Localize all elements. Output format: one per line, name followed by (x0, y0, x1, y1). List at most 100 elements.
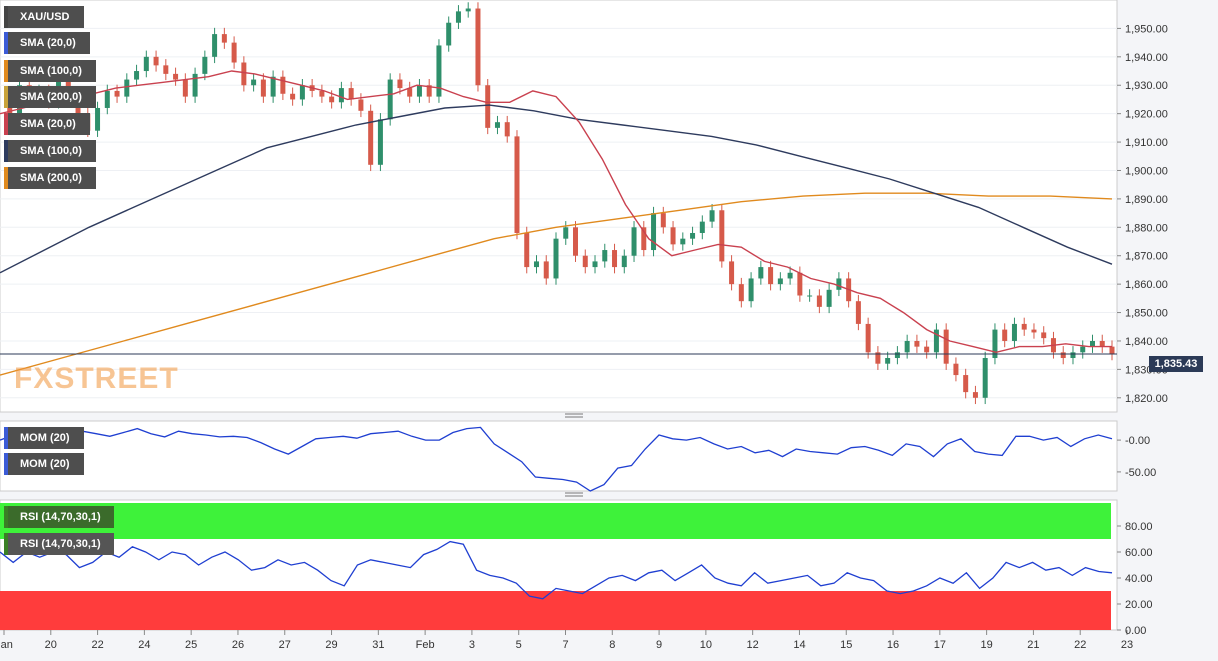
main-y-tick-label: 1,840.00 (1125, 336, 1168, 348)
candle-body (943, 329, 949, 364)
candle-body (358, 99, 364, 111)
legend-sma200-b[interactable]: SMA (200,0) (4, 167, 96, 189)
x-tick-label: 29 (325, 639, 337, 651)
candle-body (104, 90, 110, 108)
candle-body (202, 56, 208, 74)
candle-body (455, 11, 461, 23)
legend-mom-b[interactable]: MOM (20) (4, 453, 84, 475)
main-y-tick-label: 1,920.00 (1125, 109, 1168, 121)
candle-body (631, 227, 637, 256)
candle-body (816, 295, 822, 307)
candle-body (270, 76, 276, 97)
candle-body (992, 329, 998, 359)
legend-rsi-b[interactable]: RSI (14,70,30,1) (4, 533, 114, 555)
candle-body (426, 85, 432, 97)
x-tick-label: 17 (934, 639, 946, 651)
candle-body (680, 238, 686, 245)
candle-body (1011, 323, 1017, 341)
candle-body (807, 295, 813, 297)
x-tick-label: 24 (138, 639, 150, 651)
candle-body (719, 210, 725, 262)
x-tick-label: 23 (1121, 639, 1133, 651)
candle-body (124, 79, 130, 97)
candle-body (1060, 352, 1066, 359)
rsi-line (0, 540, 1113, 600)
legend-sma100-b[interactable]: SMA (100,0) (4, 140, 96, 162)
x-tick-label: 12 (747, 639, 759, 651)
candle-body (543, 261, 549, 279)
candle-body (904, 340, 910, 353)
candle-body (758, 267, 764, 279)
candle-body (221, 34, 227, 43)
candle-body (914, 340, 920, 347)
candle-body (241, 62, 247, 86)
candle-body (972, 392, 978, 398)
candle-body (729, 261, 735, 285)
candle-body (641, 227, 647, 251)
candle-body (260, 79, 266, 97)
candle-body (1099, 340, 1105, 347)
candle-body (1070, 352, 1076, 359)
main-y-tick-label: 1,820.00 (1125, 393, 1168, 405)
rsi-oversold-zone (0, 591, 1111, 630)
x-tick-label: Feb (416, 639, 435, 651)
candle-body (953, 363, 959, 376)
legend-rsi-a[interactable]: RSI (14,70,30,1) (4, 506, 114, 528)
candle-body (865, 323, 871, 353)
candle-body (602, 250, 608, 262)
x-tick-label: 7 (562, 639, 568, 651)
candle-body (612, 250, 618, 268)
x-tick-label: Jan (0, 639, 13, 651)
rsi-y-tick-label: 60.00 (1125, 547, 1153, 559)
candle-body (134, 71, 140, 80)
candle-body (563, 227, 569, 239)
legend-sma20-b[interactable]: SMA (20,0) (4, 113, 90, 135)
candle-body (826, 289, 832, 307)
candle-body (407, 88, 413, 97)
candle-body (143, 56, 149, 72)
candle-body (348, 88, 354, 100)
candle-body (280, 76, 286, 94)
legend-mom-a[interactable]: MOM (20) (4, 427, 84, 449)
candle-body (95, 107, 101, 131)
legend-sma20-a[interactable]: SMA (20,0) (4, 32, 90, 54)
candle-body (416, 85, 422, 97)
legend-sma100-a[interactable]: SMA (100,0) (4, 60, 96, 82)
main-y-tick-label: 1,890.00 (1125, 194, 1168, 206)
candle-body (290, 93, 296, 100)
candle-body (553, 238, 559, 279)
candle-body (1041, 332, 1047, 339)
rsi-overbought-zone (0, 503, 1111, 539)
main-y-tick-label: 1,860.00 (1125, 279, 1168, 291)
mom-y-tick-label: -50.00 (1125, 467, 1156, 479)
main-y-tick-label: 1,880.00 (1125, 222, 1168, 234)
main-y-tick-label: 1,940.00 (1125, 52, 1168, 64)
candle-body (875, 352, 881, 364)
candle-body (1089, 340, 1095, 347)
legend-xauusd[interactable]: XAU/USD (4, 6, 84, 28)
candle-body (592, 261, 598, 268)
candle-body (894, 352, 900, 359)
candle-body (114, 90, 120, 97)
candle-body (494, 122, 500, 128)
x-tick-label: 16 (887, 639, 899, 651)
main-panel (0, 0, 1118, 413)
main-y-tick-label: 1,870.00 (1125, 251, 1168, 263)
candle-body (924, 346, 930, 353)
mom-line (0, 426, 1113, 492)
candle-body (173, 73, 179, 80)
main-y-tick-label: 1,930.00 (1125, 80, 1168, 92)
candle-body (982, 358, 988, 398)
candle-body (163, 65, 169, 74)
candle-body (377, 119, 383, 165)
candle-body (533, 261, 539, 268)
fxstreet-watermark: FXSTREET (14, 362, 179, 395)
candle-body (738, 284, 744, 302)
candle-body (524, 232, 530, 268)
candle-body (446, 22, 452, 46)
candle-body (885, 358, 891, 364)
candle-body (251, 79, 257, 86)
legend-sma200-a[interactable]: SMA (200,0) (4, 86, 96, 108)
x-tick-label: 20 (45, 639, 57, 651)
candle-body (475, 8, 481, 86)
